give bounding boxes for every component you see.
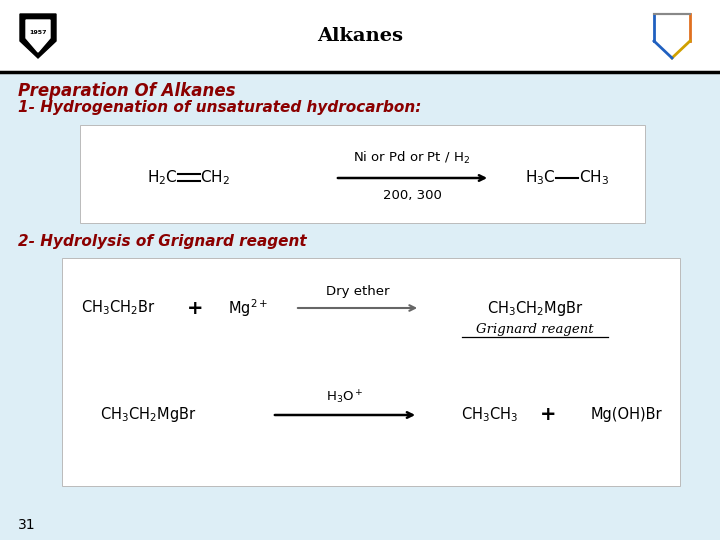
Text: 2- Hydrolysis of Grignard reagent: 2- Hydrolysis of Grignard reagent [18, 234, 307, 249]
Text: Dry ether: Dry ether [326, 286, 390, 299]
Text: CH$_2$: CH$_2$ [200, 168, 230, 187]
Text: +: + [540, 406, 557, 424]
Polygon shape [20, 14, 56, 58]
Text: Mg(OH)Br: Mg(OH)Br [590, 408, 662, 422]
Text: Grignard reagent: Grignard reagent [476, 323, 594, 336]
Text: H$_3$O$^+$: H$_3$O$^+$ [326, 388, 364, 406]
Text: Ni or Pd or Pt / H$_2$: Ni or Pd or Pt / H$_2$ [354, 150, 470, 166]
Text: Preparation Of Alkanes: Preparation Of Alkanes [18, 82, 235, 100]
FancyBboxPatch shape [62, 258, 680, 486]
FancyBboxPatch shape [0, 0, 720, 72]
Text: H$_2$C: H$_2$C [147, 168, 177, 187]
Text: CH$_3$CH$_3$: CH$_3$CH$_3$ [462, 406, 518, 424]
Text: 31: 31 [18, 518, 35, 532]
Text: +: + [186, 299, 203, 318]
Text: H$_3$C: H$_3$C [525, 168, 555, 187]
Text: Alkanes: Alkanes [317, 27, 403, 45]
Text: CH$_3$CH$_2$Br: CH$_3$CH$_2$Br [81, 299, 156, 318]
Text: CH$_3$CH$_2$MgBr: CH$_3$CH$_2$MgBr [487, 299, 583, 318]
Text: 1957: 1957 [30, 30, 47, 35]
Polygon shape [26, 20, 50, 52]
Text: 200, 300: 200, 300 [382, 188, 441, 201]
FancyBboxPatch shape [80, 125, 645, 223]
Text: CH$_3$: CH$_3$ [579, 168, 609, 187]
Text: 1- Hydrogenation of unsaturated hydrocarbon:: 1- Hydrogenation of unsaturated hydrocar… [18, 100, 421, 115]
Text: CH$_3$CH$_2$MgBr: CH$_3$CH$_2$MgBr [99, 406, 197, 424]
Text: Mg$^{2+}$: Mg$^{2+}$ [228, 297, 268, 319]
